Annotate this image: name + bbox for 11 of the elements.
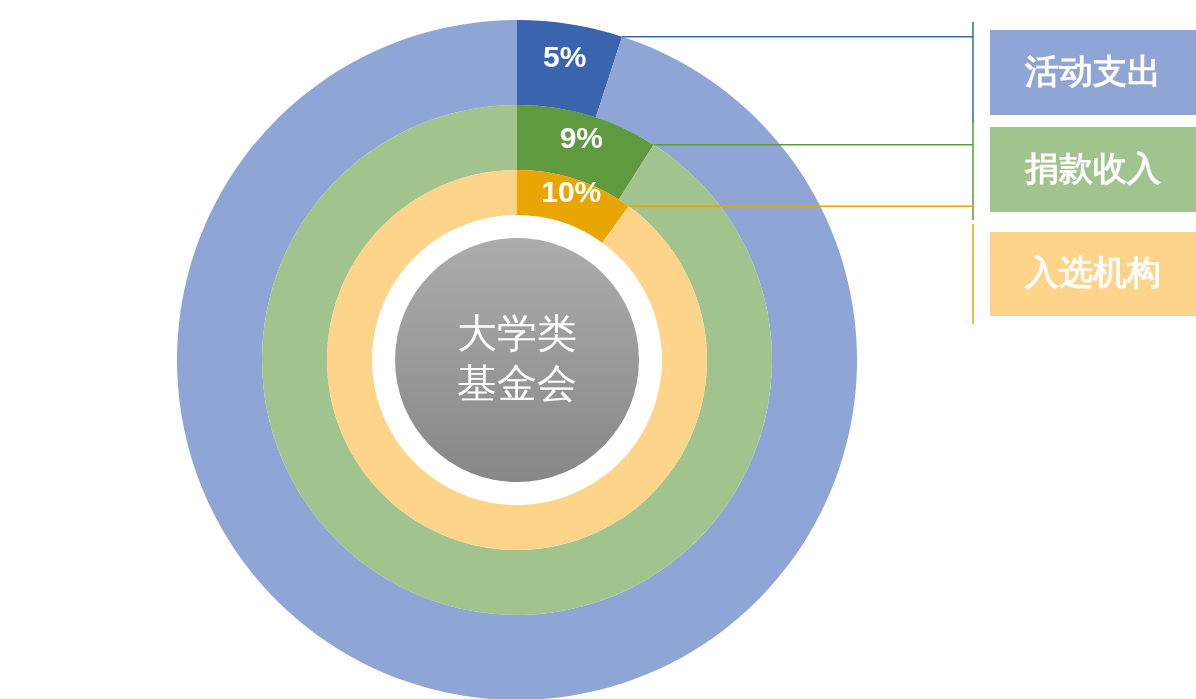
donut-slice bbox=[177, 20, 857, 699]
data-label: 10% bbox=[541, 175, 602, 209]
data-label: 9% bbox=[559, 120, 603, 154]
text: 基金会 bbox=[457, 360, 577, 406]
data-label: 5% bbox=[543, 40, 587, 74]
donut-slice bbox=[327, 170, 707, 550]
donut-slice bbox=[262, 105, 772, 615]
text: 大学类 bbox=[457, 310, 577, 356]
text: 入选机构 bbox=[1024, 252, 1161, 292]
text: 活动支出 bbox=[1024, 50, 1161, 91]
text: 捐款收入 bbox=[1024, 147, 1162, 188]
